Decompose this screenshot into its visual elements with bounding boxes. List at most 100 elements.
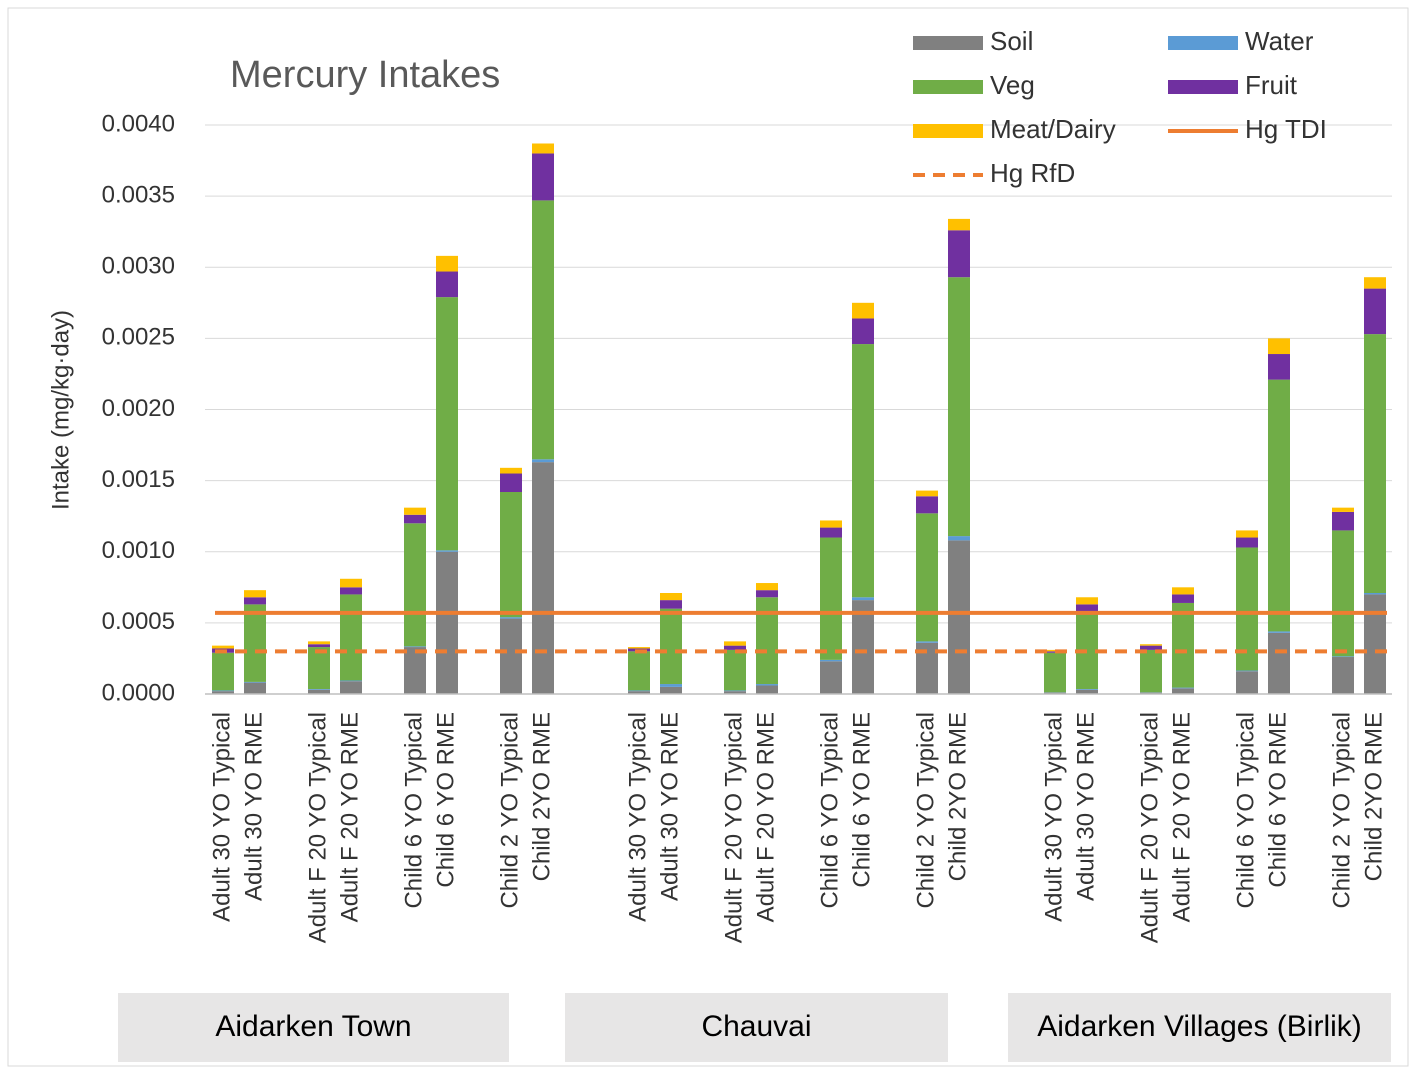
bar-segment bbox=[212, 652, 234, 691]
bar-segment bbox=[1172, 602, 1194, 688]
bar-segment bbox=[404, 523, 426, 647]
bar-segment bbox=[1268, 338, 1290, 355]
legend-swatch bbox=[913, 124, 983, 138]
bar-segment bbox=[212, 690, 234, 692]
bar-segment bbox=[436, 297, 458, 551]
bar-segment bbox=[724, 649, 746, 691]
y-tick-label: 0.0030 bbox=[102, 253, 175, 280]
bar-segment bbox=[916, 496, 938, 514]
y-tick-label: 0.0000 bbox=[102, 679, 175, 706]
bar-segment bbox=[436, 255, 458, 272]
bar-segment bbox=[628, 647, 650, 649]
bar-segment bbox=[852, 597, 874, 601]
x-tick-label: Adult F 20 YO Typical bbox=[1136, 712, 1163, 943]
x-tick-label: Adult F 20 YO RME bbox=[1168, 712, 1195, 922]
bar-segment bbox=[1268, 631, 1290, 633]
y-tick-label: 0.0005 bbox=[102, 608, 175, 635]
bar-segment bbox=[724, 690, 746, 692]
bar-segment bbox=[916, 513, 938, 642]
bar-segment bbox=[1076, 604, 1098, 613]
bar-segment bbox=[1364, 288, 1386, 335]
bar-segment bbox=[948, 277, 970, 537]
bar-segment bbox=[244, 681, 266, 683]
bar-segment bbox=[436, 551, 458, 694]
bar-segment bbox=[1140, 644, 1162, 646]
x-tick-label: Adult 30 YO RME bbox=[656, 712, 683, 901]
bar-segment bbox=[820, 659, 842, 662]
bar-segment bbox=[244, 682, 266, 694]
legend-label: Meat/Dairy bbox=[990, 114, 1116, 144]
bar-segment bbox=[820, 661, 842, 694]
y-tick-label: 0.0035 bbox=[102, 181, 175, 208]
bar-segment bbox=[756, 685, 778, 694]
bar-segment bbox=[916, 641, 938, 643]
x-tick-label: Child 2 YO Typical bbox=[912, 712, 939, 909]
bar-segment bbox=[724, 645, 746, 650]
bar-segment bbox=[1076, 689, 1098, 690]
bar-segment bbox=[628, 651, 650, 691]
bar-segment bbox=[1332, 511, 1354, 531]
bar-segment bbox=[1140, 649, 1162, 693]
bar-segment bbox=[1172, 594, 1194, 603]
legend-swatch bbox=[913, 36, 983, 50]
x-tick-label: Child 2 YO Typical bbox=[496, 712, 523, 909]
bar-segment bbox=[500, 473, 522, 493]
bar-segment bbox=[532, 153, 554, 201]
bar-segment bbox=[404, 647, 426, 694]
bar-segment bbox=[820, 527, 842, 538]
bar-segment bbox=[756, 597, 778, 685]
bar-segment bbox=[500, 617, 522, 619]
chart-border bbox=[7, 7, 1409, 1067]
bar-segment bbox=[212, 645, 234, 649]
bar-segment bbox=[340, 680, 362, 682]
x-tick-label: Child 6 YO RME bbox=[432, 712, 459, 888]
bar-segment bbox=[308, 689, 330, 690]
bar-segment bbox=[500, 492, 522, 618]
y-axis-label: Intake (mg/kg·day) bbox=[47, 310, 74, 510]
bar-segment bbox=[1364, 334, 1386, 594]
x-tick-label: Child 6 YO RME bbox=[848, 712, 875, 888]
x-tick-label: Adult 30 YO Typical bbox=[624, 712, 651, 922]
bar-segment bbox=[1364, 277, 1386, 289]
legend-label: Soil bbox=[990, 26, 1033, 56]
bar-segment bbox=[1236, 547, 1258, 671]
bar-segment bbox=[404, 514, 426, 524]
bar-segment bbox=[532, 462, 554, 694]
bar-segment bbox=[404, 646, 426, 648]
bar-segment bbox=[1236, 530, 1258, 538]
bar-segment bbox=[1364, 593, 1386, 595]
bar-segment bbox=[340, 681, 362, 694]
bar-segment bbox=[212, 691, 234, 694]
bar-segment bbox=[660, 600, 682, 609]
x-tick-label: Child 2YO RME bbox=[944, 712, 971, 881]
bar-segment bbox=[244, 604, 266, 682]
bar-segment bbox=[628, 690, 650, 692]
bar-segment bbox=[532, 143, 554, 154]
x-tick-label: Child 6 YO Typical bbox=[400, 712, 427, 909]
bar-segment bbox=[948, 540, 970, 694]
bar-segment bbox=[308, 641, 330, 645]
bar-segment bbox=[852, 344, 874, 598]
bar-segment bbox=[244, 590, 266, 598]
legend-label: Water bbox=[1245, 26, 1314, 56]
x-tick-label: Adult F 20 YO RME bbox=[336, 712, 363, 922]
bar-segment bbox=[724, 691, 746, 694]
bar-segment bbox=[660, 608, 682, 685]
y-tick-label: 0.0020 bbox=[102, 395, 175, 422]
y-tick-label: 0.0015 bbox=[102, 466, 175, 493]
chart-title: Mercury Intakes bbox=[230, 54, 500, 96]
x-tick-label: Adult F 20 YO Typical bbox=[720, 712, 747, 943]
bar-segment bbox=[1140, 645, 1162, 650]
legend-label: Hg TDI bbox=[1245, 114, 1327, 144]
bar-segment bbox=[436, 271, 458, 298]
bar-segment bbox=[1076, 689, 1098, 694]
bar-segment bbox=[756, 684, 778, 686]
bar-segment bbox=[1236, 670, 1258, 672]
bar-segment bbox=[1172, 587, 1194, 595]
bar-segment bbox=[1268, 379, 1290, 632]
x-tick-label: Child 6 YO RME bbox=[1264, 712, 1291, 888]
bar-segment bbox=[660, 593, 682, 601]
bar-segment bbox=[1172, 688, 1194, 694]
bar-segment bbox=[916, 642, 938, 694]
bar-segment bbox=[1268, 632, 1290, 694]
